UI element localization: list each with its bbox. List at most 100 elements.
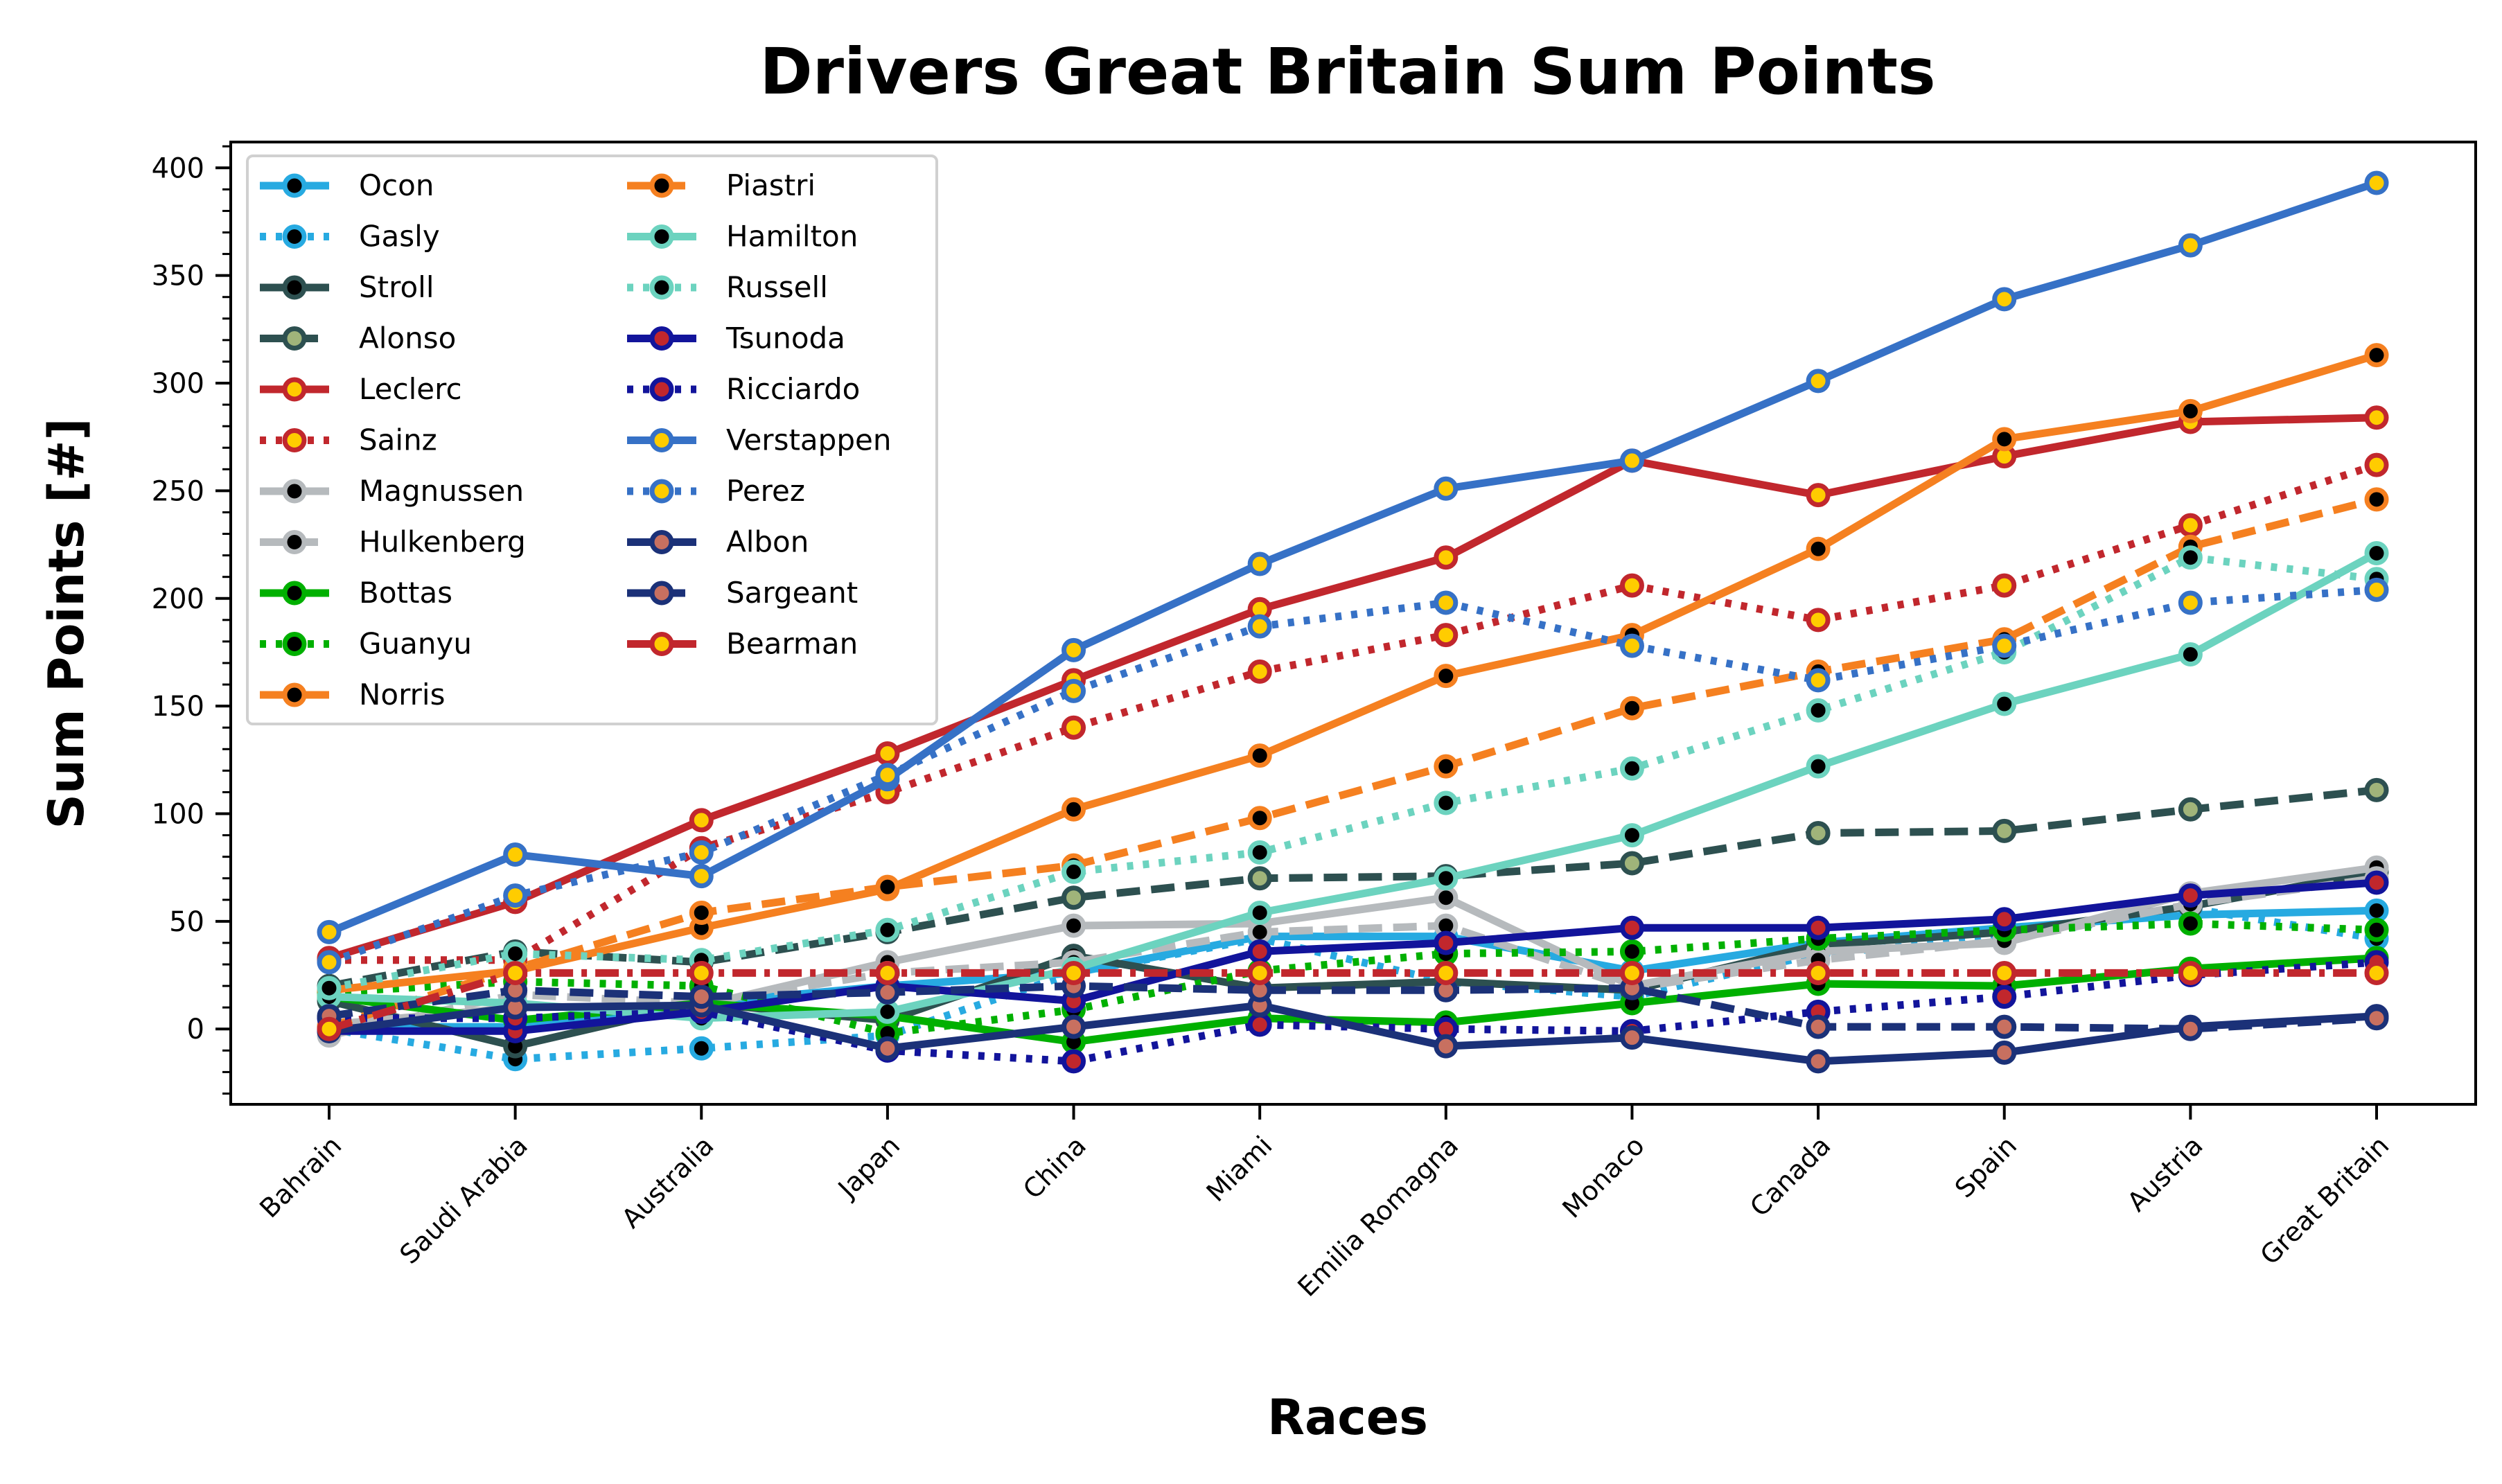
data-point: [1434, 885, 1459, 910]
data-point: [2178, 398, 2203, 423]
legend-label: Tsunoda: [725, 321, 845, 355]
legend-marker: [282, 428, 307, 452]
data-point: [2364, 405, 2389, 430]
legend-item: Verstappen: [627, 423, 891, 457]
data-point: [2178, 513, 2203, 538]
data-point: [875, 741, 900, 766]
data-point: [689, 840, 714, 865]
series-perez: [317, 577, 2389, 975]
data-point: [1619, 573, 1644, 598]
data-point: [875, 960, 900, 985]
data-point: [1806, 608, 1831, 633]
data-point: [1619, 696, 1644, 721]
legend-item: Magnussen: [260, 474, 524, 508]
data-point: [1434, 545, 1459, 570]
legend-box: [246, 154, 938, 725]
data-point: [1806, 536, 1831, 561]
legend-item: Piastri: [627, 168, 816, 202]
data-point: [1061, 797, 1086, 822]
legend-marker: [649, 377, 674, 402]
series-line: [329, 878, 2377, 1035]
legend-label: Norris: [359, 678, 445, 712]
legend-marker: [649, 428, 674, 452]
legend-marker: [282, 377, 307, 402]
legend-label: Alonso: [359, 321, 456, 355]
series-line: [328, 786, 2377, 990]
y-tick-label: 250: [152, 475, 204, 507]
data-point: [1434, 790, 1459, 815]
legend-marker: [282, 224, 307, 249]
legend-label: Hulkenberg: [359, 525, 526, 559]
data-point: [1434, 960, 1459, 985]
x-axis-label: Races: [1267, 1389, 1428, 1446]
data-point: [1061, 715, 1086, 740]
data-point: [1434, 930, 1459, 955]
data-point: [2364, 577, 2389, 602]
data-point: [1992, 1040, 2017, 1065]
data-point: [689, 864, 714, 889]
data-point: [1619, 448, 1644, 473]
data-point: [2364, 343, 2389, 368]
data-point: [317, 1016, 342, 1041]
legend-label: Ocon: [359, 168, 434, 202]
legend-item: Ocon: [260, 168, 434, 202]
legend-marker: [649, 173, 674, 198]
data-point: [1619, 939, 1644, 964]
legend-item: Stroll: [260, 270, 434, 304]
data-point: [1992, 427, 2017, 452]
series-line: [328, 414, 2377, 962]
legend-label: Sainz: [359, 423, 437, 457]
data-point: [1247, 614, 1272, 639]
data-point: [1434, 754, 1459, 779]
data-point: [1619, 823, 1644, 848]
y-tick-label: 150: [152, 691, 204, 723]
data-point: [1992, 907, 2017, 932]
legend-item: Leclerc: [260, 372, 462, 406]
data-point: [689, 984, 714, 1009]
data-point: [1619, 633, 1644, 658]
legend-label: Guanyu: [359, 627, 472, 661]
data-point: [1992, 633, 2017, 658]
data-point: [1434, 590, 1459, 615]
legend-marker: [282, 479, 307, 504]
data-point: [875, 999, 900, 1024]
y-tick-label: 50: [169, 906, 204, 938]
data-point: [1434, 623, 1459, 648]
y-tick-label: 0: [187, 1014, 204, 1045]
data-point: [1247, 743, 1272, 768]
data-point: [1806, 369, 1831, 394]
data-point: [875, 1036, 900, 1061]
series-line: [327, 179, 2378, 936]
legend-marker: [282, 530, 307, 554]
data-point: [1247, 866, 1272, 891]
data-point: [875, 980, 900, 1005]
legend-item: Albon: [627, 525, 809, 559]
data-point: [1619, 851, 1644, 876]
data-point: [2178, 545, 2203, 570]
data-point: [689, 808, 714, 833]
data-point: [1806, 915, 1831, 940]
series-line: [328, 585, 2377, 966]
data-point: [1061, 913, 1086, 938]
y-tick-label: 200: [152, 583, 204, 615]
y-tick-label: 350: [152, 260, 204, 292]
data-point: [1434, 866, 1459, 891]
data-point: [317, 919, 342, 944]
series-line: [328, 867, 2378, 1050]
data-point: [503, 842, 528, 867]
data-point: [1247, 840, 1272, 865]
data-point: [2364, 487, 2389, 512]
chart-title: Drivers Great Britain Sum Points: [759, 35, 1935, 109]
legend-marker: [282, 326, 307, 351]
data-point: [1992, 691, 2017, 716]
data-point: [1992, 287, 2017, 312]
data-point: [1806, 483, 1831, 508]
legend-marker: [282, 682, 307, 707]
data-point: [503, 960, 528, 985]
data-point: [1992, 960, 2017, 985]
legend-label: Verstappen: [726, 423, 891, 457]
series-line: [328, 495, 2378, 1031]
data-point: [1806, 698, 1831, 723]
data-point: [1061, 960, 1086, 985]
